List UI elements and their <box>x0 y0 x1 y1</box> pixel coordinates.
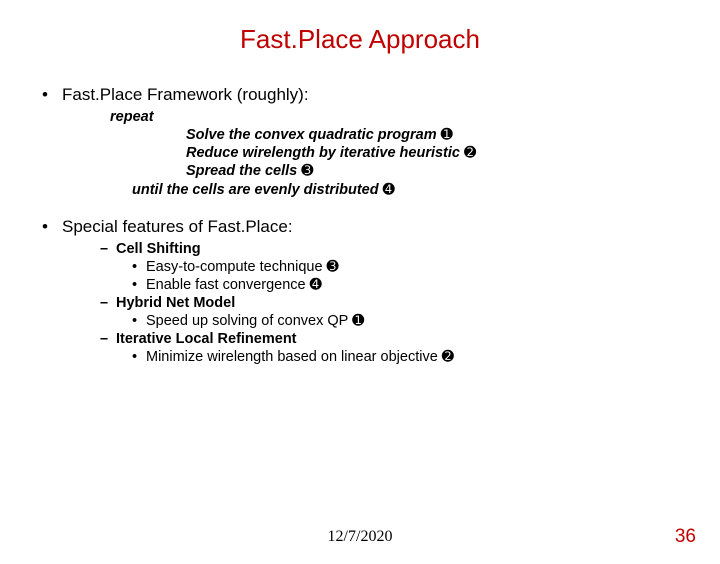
until-num: ➍ <box>383 182 395 198</box>
repeat-line: repeat <box>38 108 690 126</box>
feature-2: Hybrid Net Model <box>38 294 690 312</box>
feature-1b: Enable fast convergence ➍ <box>38 276 690 294</box>
feature-3a-text: Minimize wirelength based on linear obje… <box>146 349 442 365</box>
step-2-text: Reduce wirelength by iterative heuristic <box>186 145 464 161</box>
feature-3a: Minimize wirelength based on linear obje… <box>38 348 690 366</box>
feature-3: Iterative Local Refinement <box>38 330 690 348</box>
footer-page-number: 36 <box>675 526 696 548</box>
until-text: until the cells are evenly distributed <box>132 182 383 198</box>
feature-1a: Easy-to-compute technique ➌ <box>38 258 690 276</box>
algorithm-block: repeat Solve the convex quadratic progra… <box>38 108 690 199</box>
step-3-text: Spread the cells <box>186 163 301 179</box>
until-line: until the cells are evenly distributed ➍ <box>38 181 690 199</box>
slide-content: Fast.Place Framework (roughly): repeat S… <box>0 85 720 367</box>
footer-date: 12/7/2020 <box>328 528 393 546</box>
features-block: Cell Shifting Easy-to-compute technique … <box>38 240 690 367</box>
feature-2a: Speed up solving of convex QP ➊ <box>38 312 690 330</box>
section1-heading: Fast.Place Framework (roughly): <box>38 85 690 105</box>
step-1-text: Solve the convex quadratic program <box>186 127 441 143</box>
feature-2a-num: ➊ <box>352 313 364 329</box>
feature-2a-text: Speed up solving of convex QP <box>146 313 352 329</box>
section2-heading: Special features of Fast.Place: <box>38 217 690 237</box>
step-3-num: ➌ <box>301 163 313 179</box>
step-3: Spread the cells ➌ <box>38 162 690 180</box>
feature-1a-num: ➌ <box>327 259 339 275</box>
step-1-num: ➊ <box>441 127 453 143</box>
step-2: Reduce wirelength by iterative heuristic… <box>38 144 690 162</box>
feature-1b-num: ➍ <box>310 277 322 293</box>
feature-1b-text: Enable fast convergence <box>146 277 310 293</box>
feature-1: Cell Shifting <box>38 240 690 258</box>
step-1: Solve the convex quadratic program ➊ <box>38 126 690 144</box>
step-2-num: ➋ <box>464 145 476 161</box>
feature-1a-text: Easy-to-compute technique <box>146 259 327 275</box>
slide-title: Fast.Place Approach <box>0 24 720 55</box>
feature-3a-num: ➋ <box>442 349 454 365</box>
